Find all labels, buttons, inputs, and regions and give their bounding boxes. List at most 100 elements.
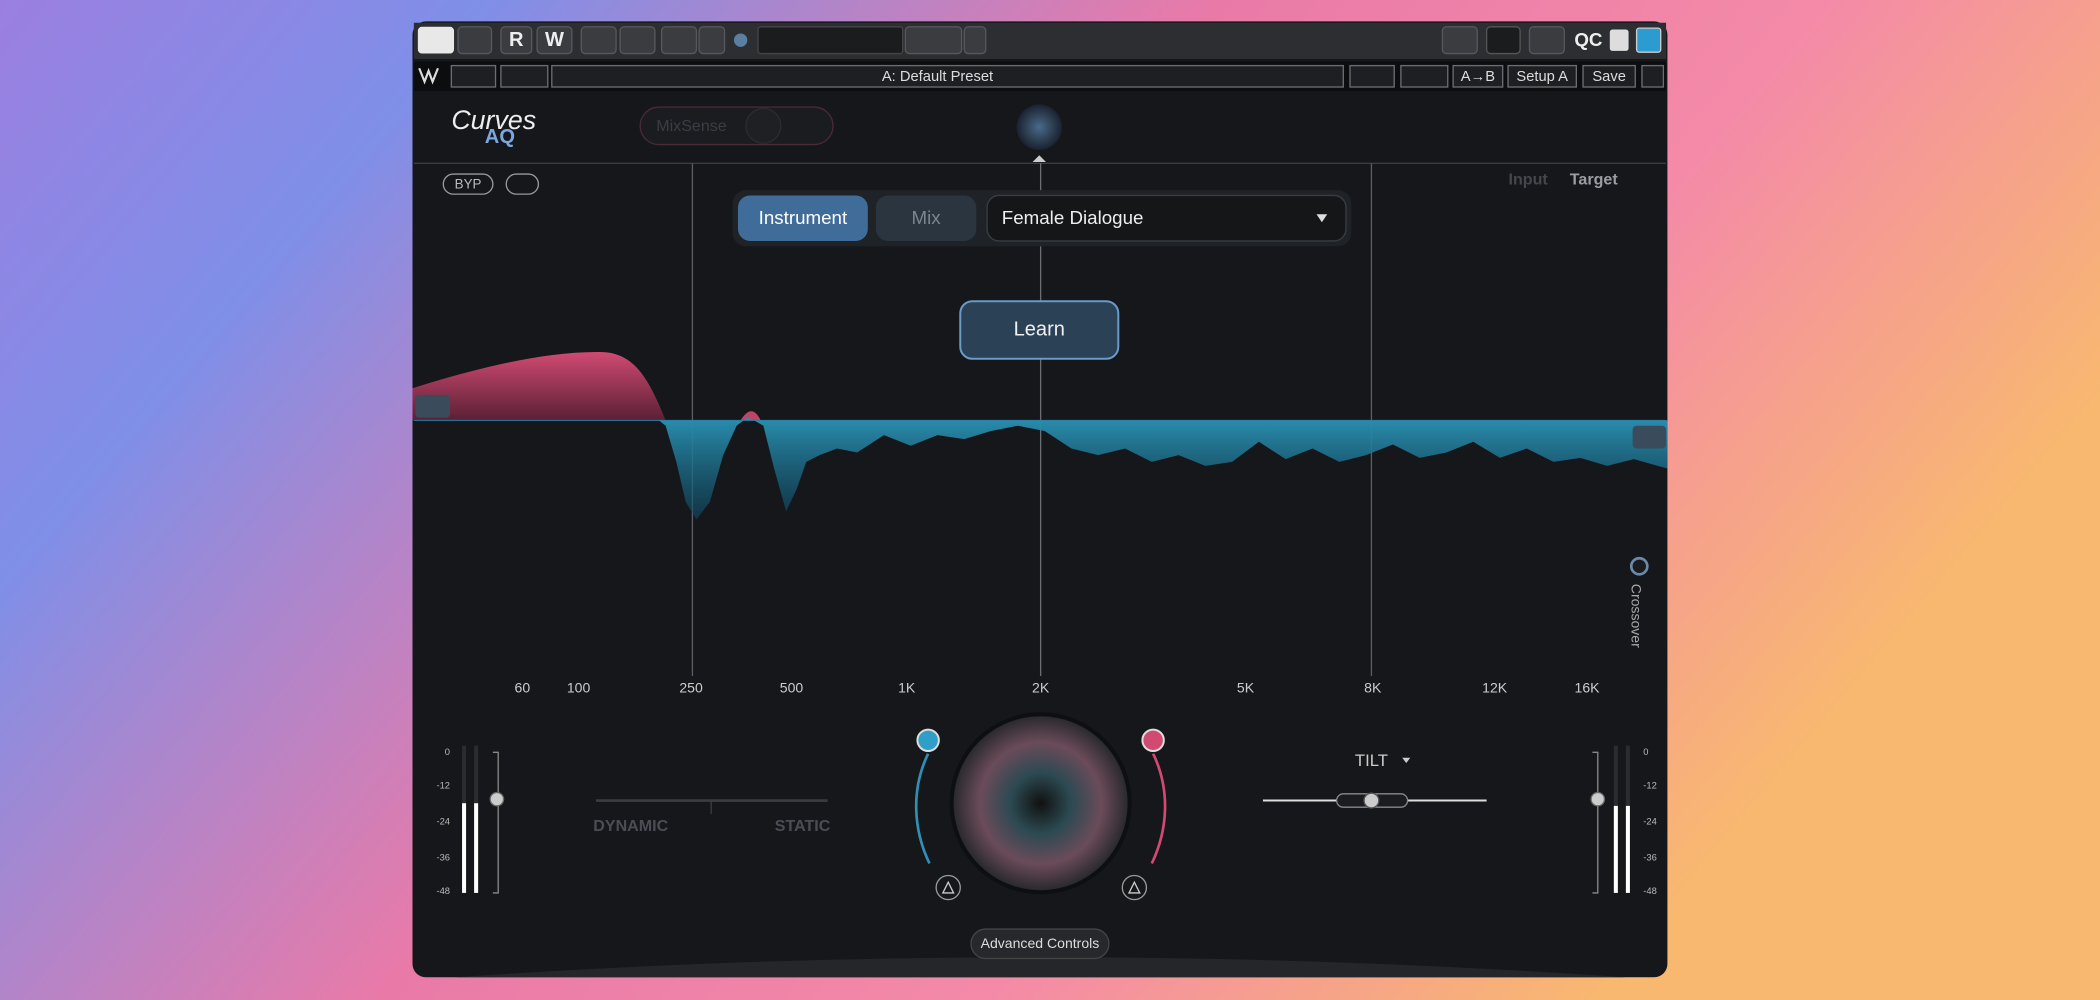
high-mode[interactable] [1121,874,1148,901]
next-preset[interactable] [1400,64,1449,88]
field[interactable] [757,26,904,55]
qc-label[interactable]: QC [1574,29,1603,50]
redo[interactable] [500,64,549,88]
bypass-label: BYP [455,176,482,191]
advanced-button[interactable] [970,928,1110,960]
icon [1127,880,1141,894]
record-label: R [509,29,524,51]
instrument-label: Instrument [759,207,848,228]
meter-tick: -24 [436,816,450,826]
snapshot-button[interactable] [1441,26,1478,55]
low-mode[interactable] [935,874,961,901]
fader-track [492,751,499,894]
preset-field[interactable] [551,64,1344,88]
mixsense-label: MixSense [656,117,727,135]
setup-button[interactable] [1507,64,1578,88]
tilt-label[interactable]: TILT [1355,751,1388,770]
output-fader[interactable] [1590,791,1606,807]
low-handle[interactable] [916,728,940,753]
meter-level [1625,805,1630,893]
collapse-arrow[interactable] [1032,155,1046,162]
button[interactable] [660,26,698,55]
learn-button[interactable] [959,300,1120,360]
meters: 0 -12 -24 -36 -48 0 -12 -24 -36 -48 [436,747,1656,896]
frequency-label: 12K [1482,679,1508,695]
meter-tick: -48 [436,886,450,896]
record-button[interactable] [500,26,533,55]
meter-level [462,803,467,893]
write-button[interactable] [536,26,573,55]
boost-area [412,352,666,421]
static-label: STATIC [775,817,831,835]
icon [941,880,955,894]
meter-tick: -36 [1643,853,1657,863]
input-toggle[interactable]: Input [1509,170,1549,188]
input-fader[interactable] [489,791,505,807]
frequency-label: 100 [567,679,591,695]
instrument-button[interactable] [737,195,868,241]
crossover-label: Crossover [1629,584,1645,648]
target-toggle[interactable]: Target [1570,170,1619,188]
low-cut-handle[interactable] [415,394,450,418]
button[interactable] [1528,26,1565,55]
tilt-arrow [1402,757,1411,764]
meter-tick: 0 [445,747,450,757]
frequency-axis: 60 100 250 500 1K 2K 5K 8K 12K 16K [515,679,1601,695]
mixsense-knob [745,107,782,144]
grid-toggle[interactable] [505,173,540,195]
dropdown[interactable] [698,26,726,55]
high-arc [1150,753,1167,865]
indicator [733,33,748,47]
power-button[interactable] [417,26,455,54]
profile-label: Female Dialogue [1002,207,1144,228]
color-button[interactable] [1635,27,1662,53]
button[interactable] [619,26,656,55]
mixsense-toggle[interactable] [639,106,834,146]
frequency-label: 5K [1237,679,1255,695]
compare-button[interactable] [1452,64,1504,88]
logo-curves: Curves [451,105,536,135]
dynamic-label: DYNAMIC [593,817,668,835]
button[interactable] [580,26,617,55]
preset-name: A: Default Preset [882,69,993,85]
button[interactable] [457,26,493,55]
prev-preset[interactable] [1349,64,1395,88]
amount-knob[interactable] [953,716,1128,891]
tilt-knob[interactable] [1363,792,1380,809]
meter-tick: -24 [1643,816,1657,826]
dropdown[interactable] [963,26,987,55]
learn-label: Learn [1014,318,1065,340]
meter-level [474,803,479,893]
frequency-label: 250 [679,679,703,695]
undo[interactable] [450,64,497,88]
crossover-handle[interactable] [1629,556,1649,576]
write-label: W [545,29,564,51]
arrows[interactable] [904,26,963,55]
save-button[interactable] [1582,64,1636,88]
meter-tick: -48 [1643,886,1657,896]
high-handle[interactable] [1141,728,1165,753]
frequency-label: 8K [1364,679,1382,695]
meter-tick: 0 [1643,747,1648,757]
frequency-label: 60 [515,679,531,695]
bypass-button[interactable] [442,173,494,195]
low-arc [914,753,931,865]
fader-track [1592,751,1599,894]
boost-area [740,411,761,421]
high-cut-handle[interactable] [1632,425,1667,449]
menu-button[interactable] [1641,64,1665,88]
mix-button[interactable] [875,195,977,241]
mix-label: Mix [912,207,942,228]
setup-label: Setup A [1516,69,1568,85]
dropdown[interactable] [1485,26,1521,55]
waves-logo [418,67,439,85]
lock[interactable] [1609,29,1629,51]
frequency-label: 1K [898,679,916,695]
meter-tick: -12 [1643,780,1657,790]
logo-aq: AQ [485,126,515,148]
orb[interactable] [1016,104,1063,150]
save-label: Save [1592,69,1626,85]
profile-dropdown[interactable] [986,194,1347,242]
